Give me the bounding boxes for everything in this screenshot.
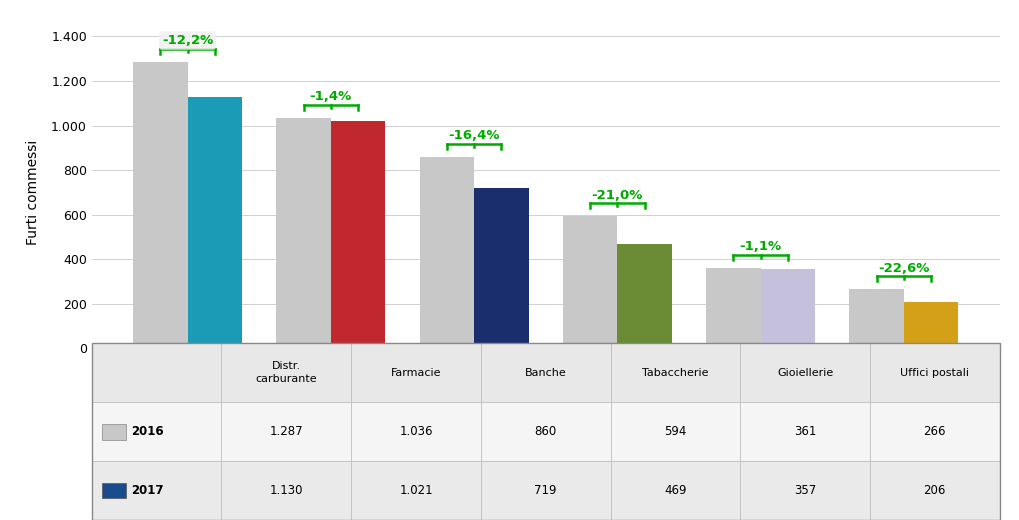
Text: -1,4%: -1,4% [310, 90, 352, 103]
Text: -16,4%: -16,4% [448, 129, 499, 142]
FancyBboxPatch shape [869, 461, 999, 520]
FancyBboxPatch shape [869, 402, 999, 461]
Text: 2016: 2016 [130, 425, 163, 438]
Bar [705, 268, 760, 348]
Text: Tabaccherie: Tabaccherie [642, 368, 708, 378]
Text: 357: 357 [793, 484, 815, 497]
FancyBboxPatch shape [610, 343, 740, 402]
Text: 469: 469 [663, 484, 686, 497]
FancyBboxPatch shape [102, 483, 125, 499]
Text: Banche: Banche [525, 368, 566, 378]
FancyBboxPatch shape [480, 402, 610, 461]
Text: 860: 860 [534, 425, 556, 438]
FancyBboxPatch shape [480, 461, 610, 520]
Text: -1,1%: -1,1% [739, 240, 781, 253]
FancyBboxPatch shape [740, 402, 869, 461]
Text: Gioiellerie: Gioiellerie [776, 368, 833, 378]
Text: 266: 266 [922, 425, 945, 438]
Bar [562, 216, 616, 348]
FancyBboxPatch shape [869, 343, 999, 402]
Bar [760, 269, 814, 348]
Text: 206: 206 [922, 484, 945, 497]
Bar [330, 121, 385, 348]
Text: 1.287: 1.287 [269, 425, 303, 438]
Text: 1.021: 1.021 [398, 484, 432, 497]
Text: 594: 594 [663, 425, 686, 438]
FancyBboxPatch shape [480, 343, 610, 402]
Text: Uffici postali: Uffici postali [900, 368, 968, 378]
Bar [474, 188, 528, 348]
Bar [187, 97, 242, 348]
FancyBboxPatch shape [351, 461, 480, 520]
FancyBboxPatch shape [610, 402, 740, 461]
Text: 361: 361 [793, 425, 815, 438]
FancyBboxPatch shape [740, 461, 869, 520]
FancyBboxPatch shape [92, 461, 221, 520]
FancyBboxPatch shape [221, 461, 351, 520]
Bar [276, 118, 330, 348]
Text: Distr.
carburante: Distr. carburante [256, 361, 317, 384]
Text: -12,2%: -12,2% [162, 34, 213, 47]
Text: 719: 719 [534, 484, 556, 497]
FancyBboxPatch shape [610, 461, 740, 520]
FancyBboxPatch shape [351, 343, 480, 402]
Bar [616, 244, 672, 348]
Y-axis label: Furti commessi: Furti commessi [25, 140, 40, 245]
Bar [132, 61, 187, 348]
Text: -21,0%: -21,0% [591, 189, 642, 202]
FancyBboxPatch shape [740, 343, 869, 402]
Text: 2017: 2017 [130, 484, 163, 497]
FancyBboxPatch shape [221, 402, 351, 461]
Text: Farmacie: Farmacie [390, 368, 441, 378]
FancyBboxPatch shape [92, 402, 221, 461]
Text: 1.130: 1.130 [269, 484, 303, 497]
Bar [903, 303, 958, 348]
Text: -12,2%: -12,2% [162, 34, 213, 47]
FancyBboxPatch shape [351, 402, 480, 461]
Text: -22,6%: -22,6% [877, 262, 928, 275]
FancyBboxPatch shape [102, 424, 125, 439]
FancyBboxPatch shape [92, 343, 221, 402]
Bar [419, 157, 474, 348]
Bar [849, 289, 903, 348]
Text: 1.036: 1.036 [398, 425, 432, 438]
FancyBboxPatch shape [221, 343, 351, 402]
